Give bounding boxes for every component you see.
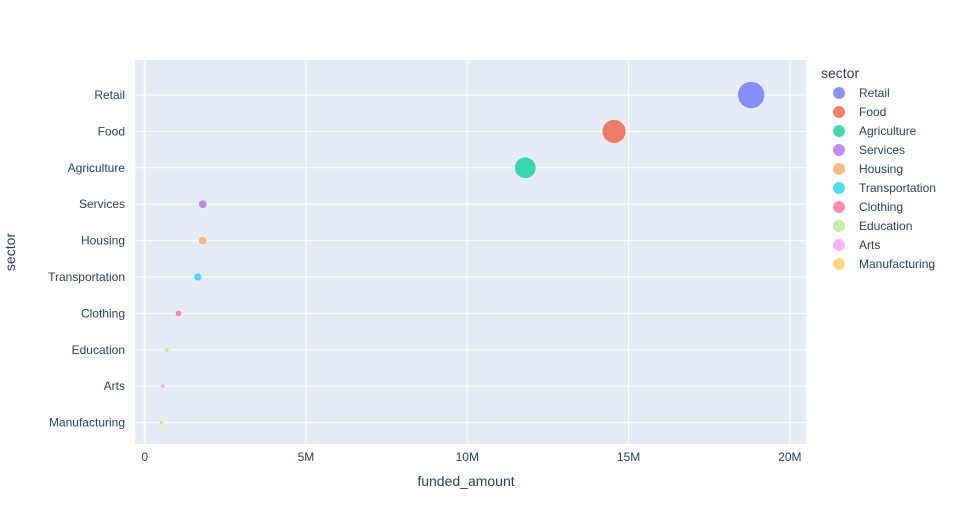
y-tick-label: Education (72, 343, 125, 357)
y-tick-labels: Retail Food Agriculture Services Housing Tran… (48, 88, 125, 430)
legend-marker (833, 239, 845, 251)
legend-label: Food (859, 105, 886, 119)
data-point-clothing[interactable] (175, 309, 182, 317)
y-tick-label: Food (98, 124, 125, 138)
legend-marker (833, 106, 845, 118)
legend-label: Clothing (859, 200, 903, 214)
legend-marker (833, 201, 845, 213)
legend-item-housing[interactable]: Housing (833, 162, 903, 176)
legend-title: sector (821, 65, 859, 81)
x-axis-title: funded_amount (417, 473, 514, 489)
legend-item-transportation[interactable]: Transportation (833, 181, 936, 195)
legend-marker (833, 258, 845, 270)
x-tick-label: 0 (141, 450, 148, 464)
legend-label: Housing (859, 162, 903, 176)
legend-label: Services (859, 143, 905, 157)
data-point-agriculture[interactable] (514, 156, 537, 179)
y-tick-label: Retail (94, 88, 125, 102)
plot-background (135, 60, 806, 444)
y-tick-label: Transportation (48, 270, 125, 284)
x-tick-label: 5M (298, 450, 315, 464)
legend-label: Arts (859, 238, 880, 252)
legend-label: Transportation (859, 181, 936, 195)
legend-item-retail[interactable]: Retail (833, 86, 890, 100)
x-tick-label: 20M (778, 450, 801, 464)
legend-item-arts[interactable]: Arts (833, 238, 880, 252)
data-point-transportation[interactable] (193, 272, 203, 282)
legend[interactable]: Retail Food Agriculture Services Housing Tran… (833, 86, 936, 271)
legend-item-services[interactable]: Services (833, 143, 905, 157)
y-tick-label: Manufacturing (49, 416, 125, 430)
grid-lines (135, 60, 806, 444)
y-tick-label: Services (79, 197, 125, 211)
legend-marker (833, 144, 845, 156)
y-axis-title: sector (2, 233, 18, 271)
x-tick-label: 10M (456, 450, 479, 464)
legend-item-education[interactable]: Education (833, 219, 912, 233)
y-tick-label: Clothing (81, 306, 125, 320)
legend-item-food[interactable]: Food (833, 105, 886, 119)
legend-marker (833, 125, 845, 137)
legend-item-clothing[interactable]: Clothing (833, 200, 903, 214)
legend-marker (833, 220, 845, 232)
y-tick-label: Agriculture (68, 161, 126, 175)
x-tick-labels: 0 5M 10M 15M 20M (141, 450, 801, 464)
x-tick-label: 15M (617, 450, 640, 464)
data-point-manufacturing[interactable] (158, 420, 164, 426)
legend-label: Manufacturing (859, 257, 935, 271)
y-tick-label: Housing (81, 234, 125, 248)
data-point-retail[interactable] (737, 81, 765, 109)
data-point-arts[interactable] (160, 383, 166, 389)
legend-marker (833, 87, 845, 99)
data-point-services[interactable] (198, 199, 208, 209)
legend-item-agriculture[interactable]: Agriculture (833, 124, 917, 138)
legend-marker (833, 182, 845, 194)
data-point-education[interactable] (163, 346, 170, 353)
data-point-food[interactable] (601, 119, 627, 144)
data-point-housing[interactable] (198, 236, 208, 246)
legend-label: Education (859, 219, 912, 233)
legend-item-manufacturing[interactable]: Manufacturing (833, 257, 935, 271)
y-tick-label: Arts (104, 379, 125, 393)
data-points (158, 81, 765, 426)
legend-marker (833, 163, 845, 175)
legend-label: Retail (859, 86, 890, 100)
legend-label: Agriculture (859, 124, 917, 138)
